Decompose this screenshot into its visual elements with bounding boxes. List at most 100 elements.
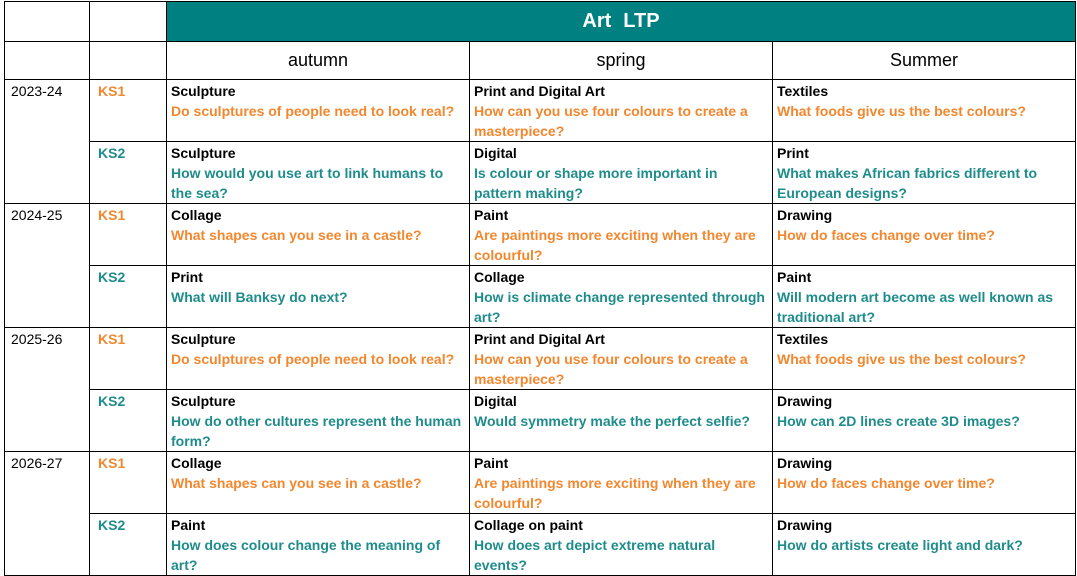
topic-cell: Digital Would symmetry make the perfect s… bbox=[469, 389, 773, 452]
topic-cell: Paint Will modern art become as well know… bbox=[772, 265, 1076, 328]
topic-title: Paint bbox=[474, 207, 509, 223]
topic-title: Collage on paint bbox=[474, 517, 583, 533]
year-label: 2023-24 bbox=[4, 79, 90, 204]
table-row: KS2 Paint How does colour change the meani… bbox=[5, 513, 1076, 576]
topic-title: Print bbox=[171, 269, 203, 285]
topic-cell: Sculpture How do other cultures represent… bbox=[166, 389, 470, 452]
topic-title: Digital bbox=[474, 145, 517, 161]
topic-title: Collage bbox=[171, 455, 222, 471]
corner-cell-year bbox=[4, 1, 90, 42]
enquiry-question: How can 2D lines create 3D images? bbox=[777, 413, 1020, 429]
corner-cell-stage bbox=[89, 1, 167, 42]
table-row: KS2 Sculpture How would you use art to lin… bbox=[5, 141, 1076, 204]
table-row: 2024-25 KS1 Collage What shapes can you see… bbox=[4, 203, 1076, 328]
topic-cell: Print and Digital Art How can you use fou… bbox=[469, 327, 773, 390]
topic-cell: Paint How does colour change the meaning … bbox=[166, 513, 470, 576]
topic-cell: Collage What shapes can you see in a cast… bbox=[166, 203, 470, 266]
year-label: 2025-26 bbox=[4, 327, 90, 452]
key-stage-label: KS1 bbox=[89, 79, 167, 142]
table-row: KS2 Sculpture How do other cultures repres… bbox=[5, 389, 1076, 452]
key-stage-label: KS2 bbox=[89, 141, 167, 204]
topic-cell: Sculpture Do sculptures of people need to… bbox=[166, 79, 470, 142]
topic-cell: Print and Digital Art How can you use fou… bbox=[469, 79, 773, 142]
enquiry-question: How is climate change represented throug… bbox=[474, 289, 765, 325]
topic-cell: Collage What shapes can you see in a cast… bbox=[166, 451, 470, 514]
topic-cell: Textiles What foods give us the best colo… bbox=[772, 327, 1076, 390]
topic-cell: Textiles What foods give us the best colo… bbox=[772, 79, 1076, 142]
key-stage-label: KS1 bbox=[89, 451, 167, 514]
enquiry-question: How do faces change over time? bbox=[777, 227, 995, 243]
table-row: 2023-24 KS1 Sculpture Do sculptures of peop… bbox=[4, 79, 1076, 204]
year-rows: 2023-24 KS1 Sculpture Do sculptures of peop… bbox=[4, 79, 1076, 576]
enquiry-question: How do artists create light and dark? bbox=[777, 537, 1023, 553]
enquiry-question: Are paintings more exciting when they ar… bbox=[474, 475, 756, 511]
topic-cell: Sculpture Do sculptures of people need to… bbox=[166, 327, 470, 390]
key-stage-label: KS1 bbox=[89, 327, 167, 390]
enquiry-question: How do faces change over time? bbox=[777, 475, 995, 491]
season-summer: Summer bbox=[772, 41, 1076, 80]
art-ltp-table: Art LTP autumn spring Summer 2023-24 KS1 Sc… bbox=[4, 1, 1076, 576]
enquiry-question: Will modern art become as well known as … bbox=[777, 289, 1054, 325]
topic-cell: Drawing How do faces change over time? bbox=[772, 451, 1076, 514]
enquiry-question: What shapes can you see in a castle? bbox=[171, 227, 422, 243]
topic-cell: Drawing How do artists create light and d… bbox=[772, 513, 1076, 576]
enquiry-question: How can you use four colours to create a… bbox=[474, 351, 748, 387]
topic-cell: Print What will Banksy do next? bbox=[166, 265, 470, 328]
key-stage-label: KS2 bbox=[89, 513, 167, 576]
enquiry-question: What shapes can you see in a castle? bbox=[171, 475, 422, 491]
topic-cell: Collage How is climate change represented… bbox=[469, 265, 773, 328]
title-row: Art LTP bbox=[4, 1, 1076, 42]
topic-title: Digital bbox=[474, 393, 517, 409]
enquiry-question: Do sculptures of people need to look rea… bbox=[171, 103, 455, 119]
topic-cell: Digital Is colour or shape more important… bbox=[469, 141, 773, 204]
topic-title: Print and Digital Art bbox=[474, 83, 605, 99]
enquiry-question: Would symmetry make the perfect selfie? bbox=[474, 413, 750, 429]
key-stage-label: KS2 bbox=[89, 389, 167, 452]
table-title: Art LTP bbox=[166, 1, 1076, 42]
enquiry-question: What foods give us the best colours? bbox=[777, 351, 1026, 367]
season-spring: spring bbox=[469, 41, 773, 80]
enquiry-question: Is colour or shape more important in pat… bbox=[474, 165, 718, 201]
key-stage-label: KS1 bbox=[89, 203, 167, 266]
key-stage-label: KS2 bbox=[89, 265, 167, 328]
season-autumn: autumn bbox=[166, 41, 470, 80]
enquiry-question: Do sculptures of people need to look rea… bbox=[171, 351, 455, 367]
topic-title: Print and Digital Art bbox=[474, 331, 605, 347]
enquiry-question: How can you use four colours to create a… bbox=[474, 103, 748, 139]
table-row: 2025-26 KS1 Sculpture Do sculptures of peop… bbox=[4, 327, 1076, 452]
topic-title: Sculpture bbox=[171, 83, 236, 99]
enquiry-question: How does colour change the meaning of ar… bbox=[171, 537, 441, 573]
enquiry-question: How do other cultures represent the huma… bbox=[171, 413, 462, 449]
topic-title: Sculpture bbox=[171, 145, 236, 161]
topic-cell: Drawing How can 2D lines create 3D images… bbox=[772, 389, 1076, 452]
enquiry-question: How would you use art to link humans to … bbox=[171, 165, 444, 201]
table-row: KS2 Print What will Banksy do next? Collage… bbox=[5, 265, 1076, 328]
blank-header-stage bbox=[89, 41, 167, 80]
topic-title: Paint bbox=[171, 517, 206, 533]
topic-title: Collage bbox=[474, 269, 525, 285]
enquiry-question: How does art depict extreme natural even… bbox=[474, 537, 716, 573]
topic-title: Paint bbox=[777, 269, 812, 285]
topic-title: Drawing bbox=[777, 393, 833, 409]
topic-title: Sculpture bbox=[171, 331, 236, 347]
year-label: 2024-25 bbox=[4, 203, 90, 328]
topic-title: Textiles bbox=[777, 331, 829, 347]
topic-cell: Print What makes African fabrics differen… bbox=[772, 141, 1076, 204]
topic-title: Print bbox=[777, 145, 809, 161]
season-header-row: autumn spring Summer bbox=[4, 41, 1076, 80]
topic-cell: Collage on paint How does art depict extr… bbox=[469, 513, 773, 576]
title-code: LTP bbox=[623, 10, 660, 32]
enquiry-question: Are paintings more exciting when they ar… bbox=[474, 227, 756, 263]
topic-cell: Drawing How do faces change over time? bbox=[772, 203, 1076, 266]
enquiry-question: What makes African fabrics different to … bbox=[777, 165, 1038, 201]
topic-cell: Paint Are paintings more exciting when th… bbox=[469, 203, 773, 266]
topic-title: Drawing bbox=[777, 207, 833, 223]
enquiry-question: What foods give us the best colours? bbox=[777, 103, 1026, 119]
topic-title: Drawing bbox=[777, 517, 833, 533]
topic-title: Drawing bbox=[777, 455, 833, 471]
topic-cell: Sculpture How would you use art to link h… bbox=[166, 141, 470, 204]
blank-header-year bbox=[4, 41, 90, 80]
enquiry-question: What will Banksy do next? bbox=[171, 289, 348, 305]
topic-cell: Paint Are paintings more exciting when th… bbox=[469, 451, 773, 514]
year-label: 2026-27 bbox=[4, 451, 90, 576]
